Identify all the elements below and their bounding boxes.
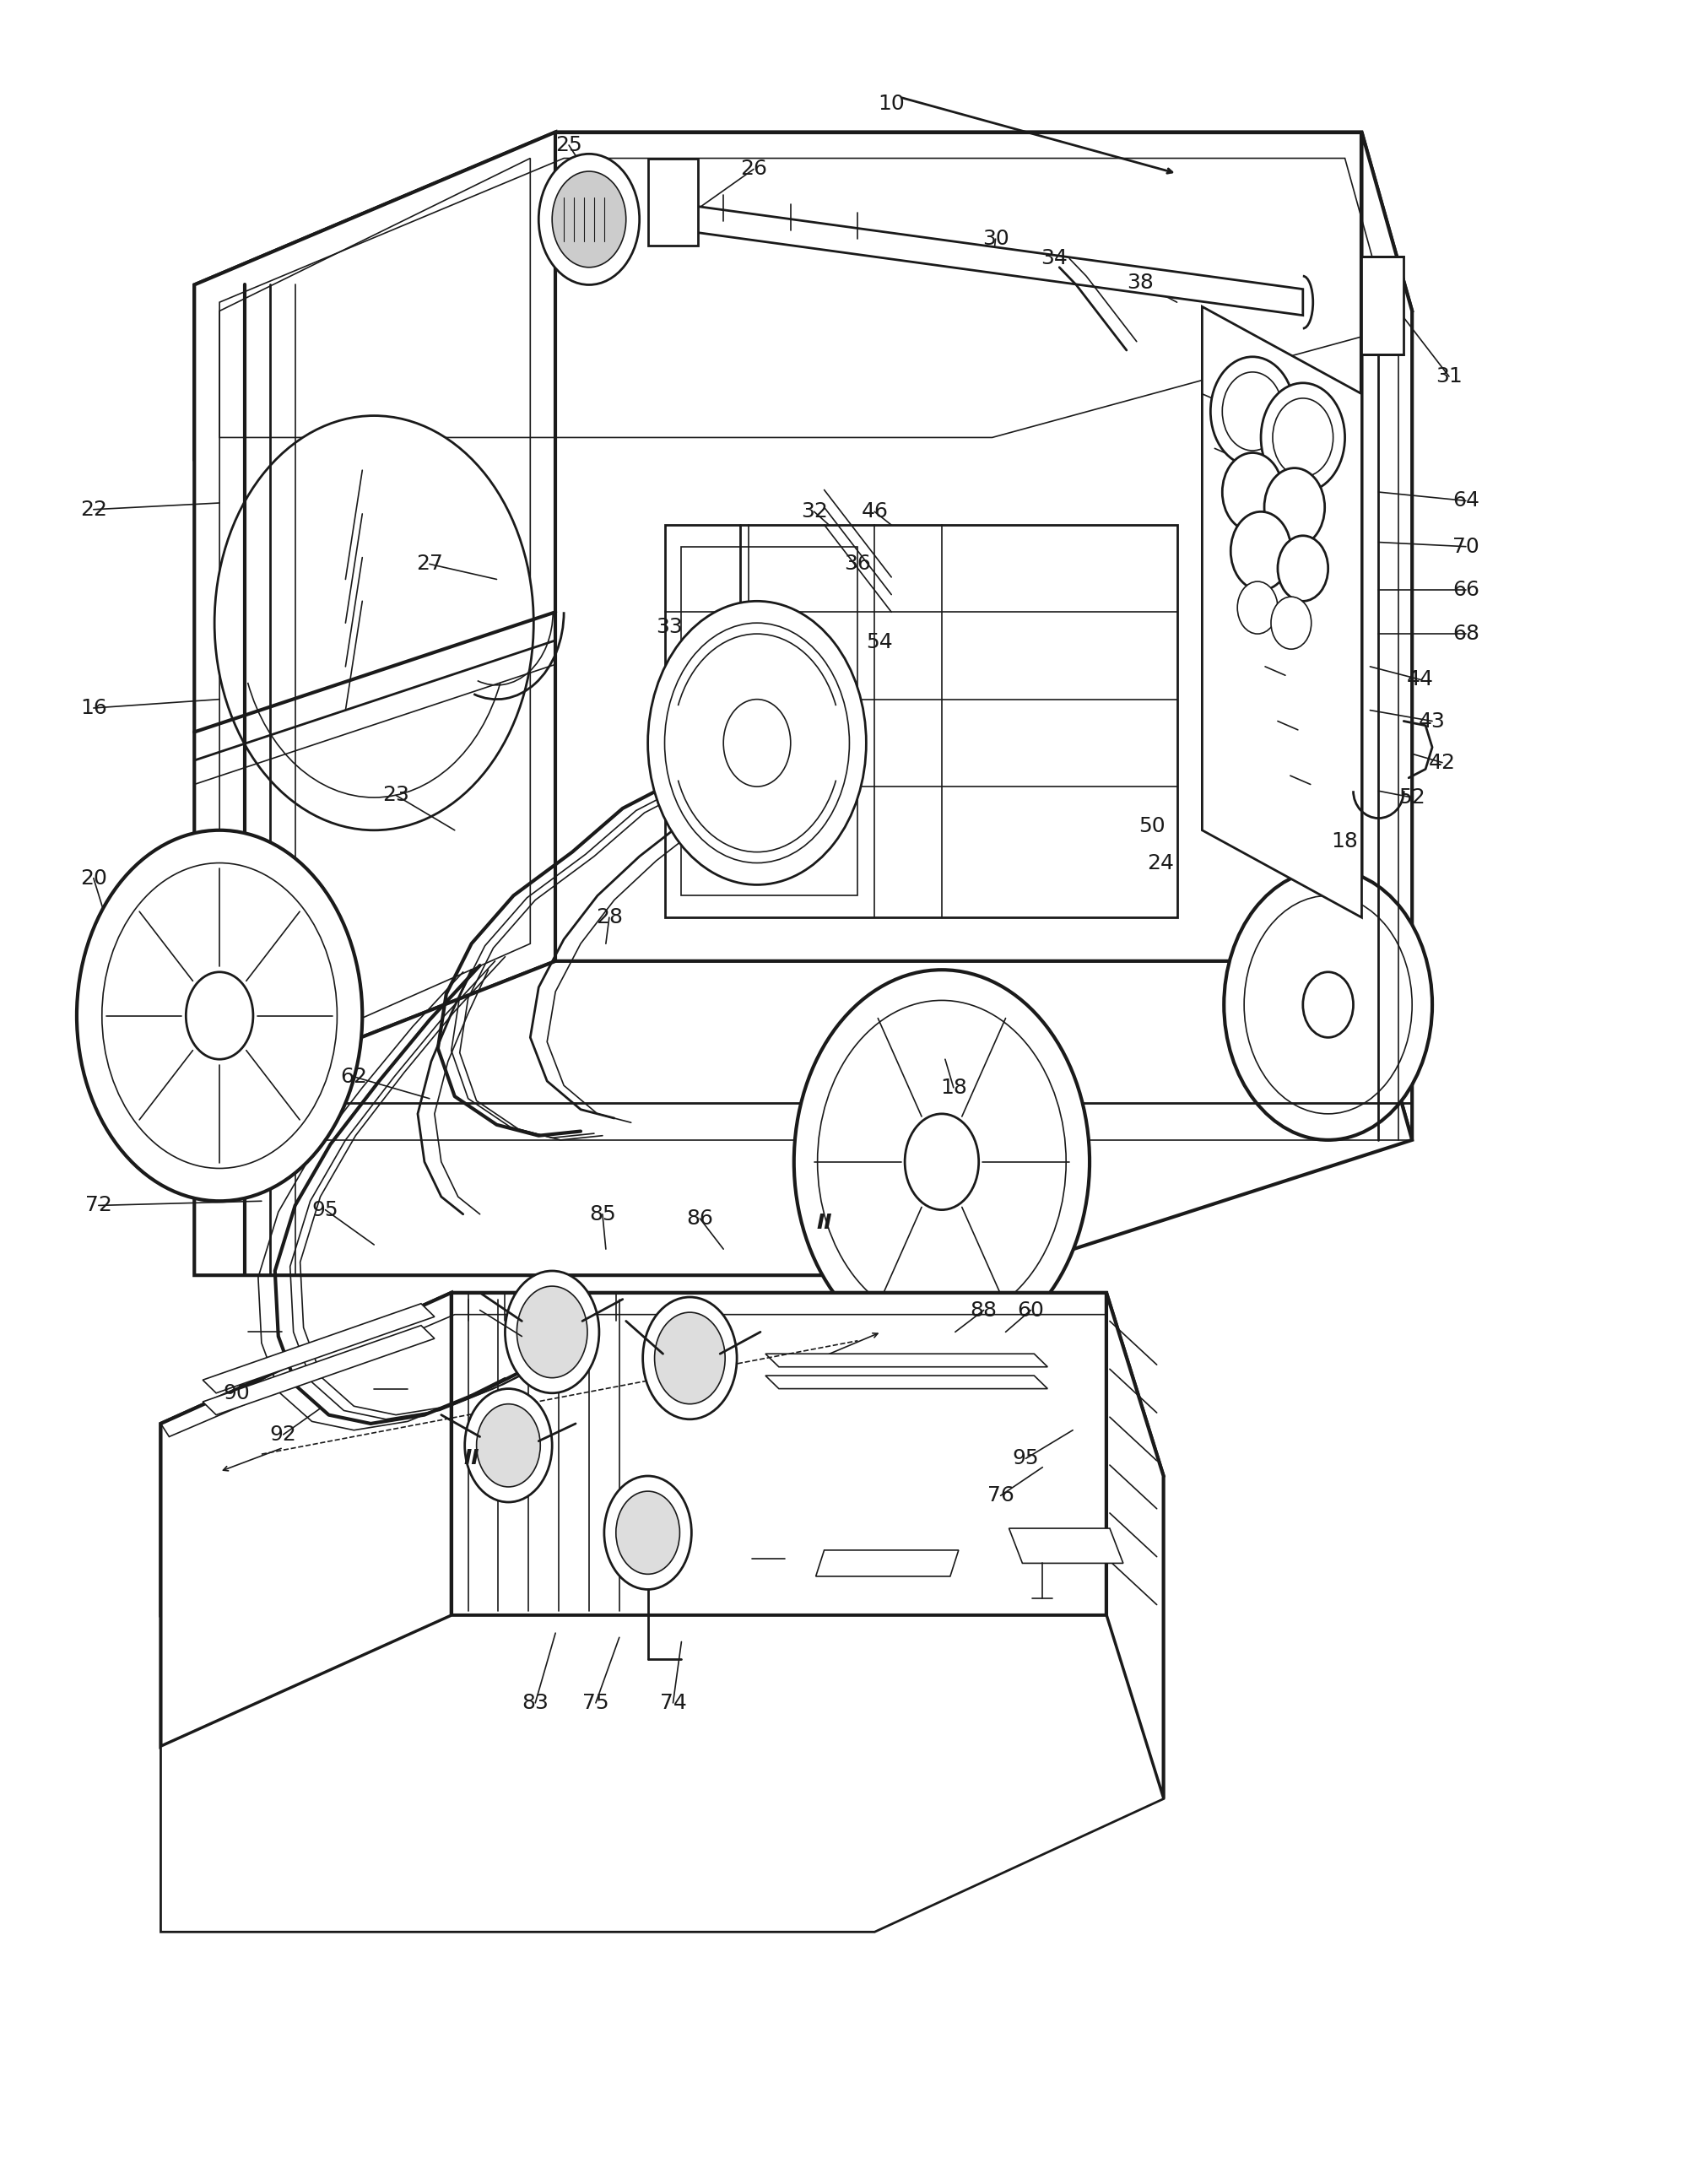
Polygon shape xyxy=(204,1304,434,1393)
Polygon shape xyxy=(204,1326,434,1415)
Circle shape xyxy=(187,972,252,1059)
Text: 68: 68 xyxy=(1452,625,1480,644)
Circle shape xyxy=(1223,452,1283,531)
Text: 28: 28 xyxy=(595,906,622,928)
Circle shape xyxy=(905,1114,979,1210)
Circle shape xyxy=(643,1297,737,1420)
Polygon shape xyxy=(451,1293,1107,1616)
Circle shape xyxy=(516,1286,587,1378)
Text: 66: 66 xyxy=(1452,581,1480,601)
Text: 74: 74 xyxy=(659,1693,686,1712)
Circle shape xyxy=(1272,596,1312,649)
Text: 72: 72 xyxy=(86,1195,113,1216)
Polygon shape xyxy=(555,131,1362,961)
Text: 18: 18 xyxy=(1332,830,1359,852)
Text: 54: 54 xyxy=(866,633,893,653)
Text: 42: 42 xyxy=(1428,753,1457,773)
Text: 24: 24 xyxy=(1147,852,1174,874)
Text: 10: 10 xyxy=(878,94,905,114)
Polygon shape xyxy=(664,201,1304,314)
Text: 95: 95 xyxy=(311,1199,338,1221)
Text: 86: 86 xyxy=(686,1208,713,1230)
Polygon shape xyxy=(765,1376,1048,1389)
Text: 26: 26 xyxy=(740,159,767,179)
Text: 31: 31 xyxy=(1436,367,1462,387)
Circle shape xyxy=(794,970,1090,1354)
Polygon shape xyxy=(1203,306,1362,917)
Circle shape xyxy=(1304,972,1354,1037)
Circle shape xyxy=(1211,356,1295,465)
Text: 92: 92 xyxy=(269,1424,296,1444)
Polygon shape xyxy=(1107,1293,1164,1800)
Text: 44: 44 xyxy=(1406,670,1435,690)
Text: 25: 25 xyxy=(555,135,582,155)
Text: 62: 62 xyxy=(340,1066,367,1088)
Text: II: II xyxy=(816,1212,833,1234)
Text: 50: 50 xyxy=(1139,815,1166,836)
Text: 34: 34 xyxy=(1041,249,1068,269)
Text: 18: 18 xyxy=(940,1077,967,1099)
Text: 23: 23 xyxy=(382,786,409,806)
Circle shape xyxy=(1231,511,1292,590)
Circle shape xyxy=(1278,535,1329,601)
Polygon shape xyxy=(195,961,1413,1275)
Circle shape xyxy=(1262,382,1346,491)
Text: 22: 22 xyxy=(81,500,108,520)
Text: 16: 16 xyxy=(81,699,108,719)
Polygon shape xyxy=(1362,131,1413,1140)
Circle shape xyxy=(723,699,791,786)
Circle shape xyxy=(654,1313,725,1404)
Text: 83: 83 xyxy=(521,1693,548,1712)
Circle shape xyxy=(1265,467,1325,546)
Text: 27: 27 xyxy=(415,555,442,574)
Text: 38: 38 xyxy=(1127,273,1154,293)
Bar xyxy=(648,157,698,245)
Text: 64: 64 xyxy=(1452,491,1480,511)
Text: II: II xyxy=(464,1448,479,1468)
Circle shape xyxy=(464,1389,552,1503)
Circle shape xyxy=(476,1404,540,1487)
Text: 52: 52 xyxy=(1399,788,1425,808)
Text: 33: 33 xyxy=(656,618,683,638)
Text: 76: 76 xyxy=(987,1485,1014,1505)
Circle shape xyxy=(77,830,362,1201)
Circle shape xyxy=(505,1271,599,1393)
Polygon shape xyxy=(1009,1529,1124,1564)
Polygon shape xyxy=(161,1293,1164,1616)
Circle shape xyxy=(1238,581,1278,633)
Circle shape xyxy=(552,170,626,266)
Text: 60: 60 xyxy=(1018,1299,1045,1321)
Text: 75: 75 xyxy=(582,1693,609,1712)
Circle shape xyxy=(604,1476,691,1590)
Polygon shape xyxy=(161,1616,1164,1933)
Circle shape xyxy=(1224,869,1433,1140)
Polygon shape xyxy=(664,524,1177,917)
Circle shape xyxy=(538,153,639,284)
Text: 36: 36 xyxy=(844,555,871,574)
Polygon shape xyxy=(765,1354,1048,1367)
Circle shape xyxy=(215,415,533,830)
Text: 43: 43 xyxy=(1420,712,1447,732)
Text: 30: 30 xyxy=(982,229,1009,249)
Text: 95: 95 xyxy=(1013,1448,1039,1468)
Circle shape xyxy=(616,1492,680,1575)
Text: 88: 88 xyxy=(971,1299,997,1321)
Bar xyxy=(1362,256,1404,354)
Text: 46: 46 xyxy=(861,502,888,522)
Polygon shape xyxy=(161,1293,451,1747)
Circle shape xyxy=(648,601,866,885)
Text: 20: 20 xyxy=(81,867,108,889)
Polygon shape xyxy=(195,131,1413,459)
Polygon shape xyxy=(195,131,555,1103)
Text: 32: 32 xyxy=(801,502,828,522)
Text: 70: 70 xyxy=(1453,537,1478,557)
Text: 85: 85 xyxy=(589,1203,616,1225)
Text: 90: 90 xyxy=(224,1382,249,1402)
